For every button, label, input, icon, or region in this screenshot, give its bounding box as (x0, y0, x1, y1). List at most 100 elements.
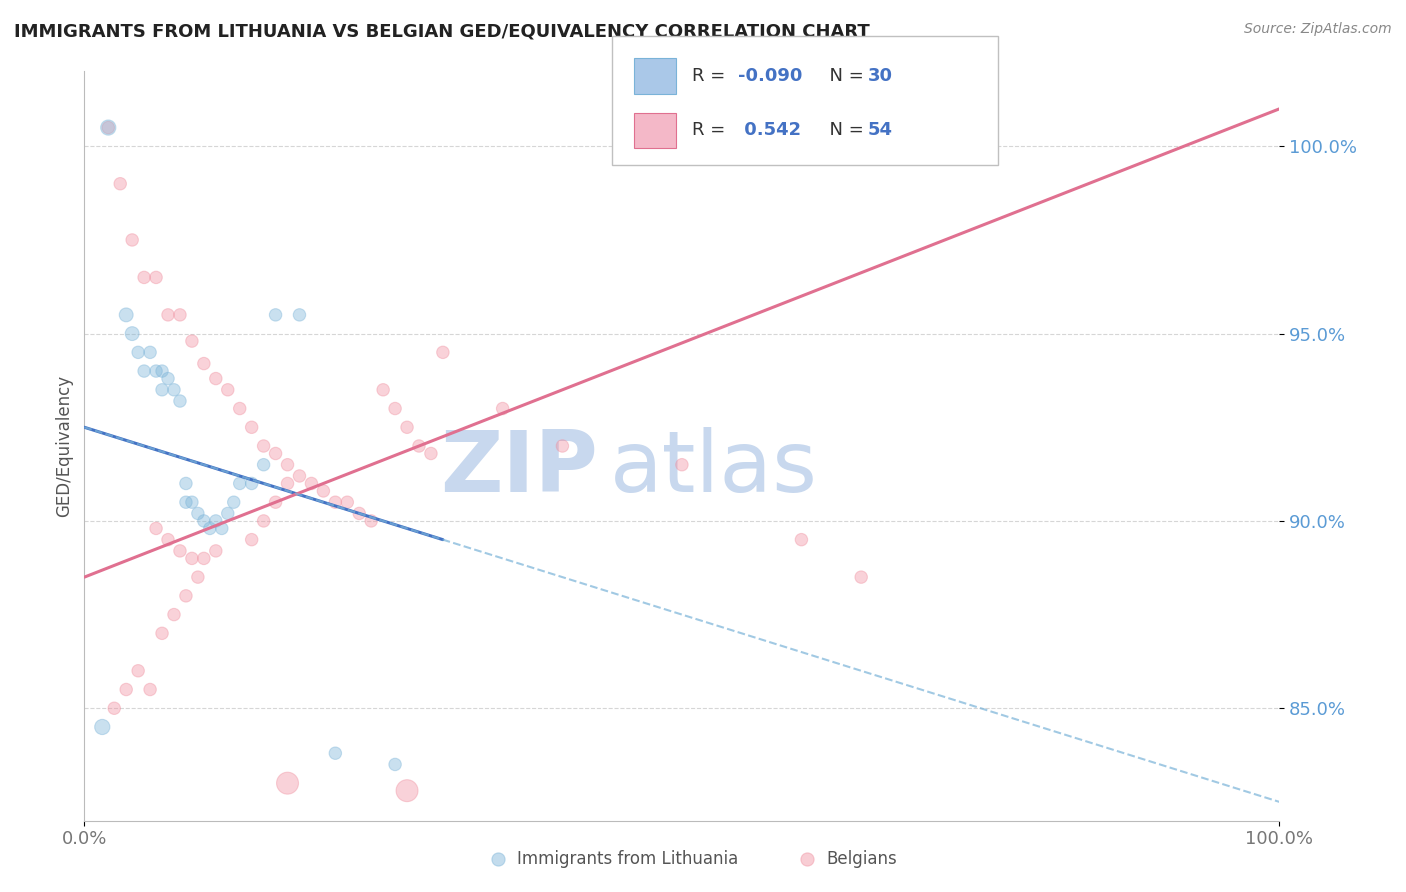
Point (229, 401, 252, 416)
Point (157, 308, 180, 322)
Point (205, 514, 228, 528)
Point (288, 308, 311, 322)
Point (336, 495, 359, 509)
Point (157, 371, 180, 385)
Point (187, 570, 209, 584)
Point (110, 177, 132, 191)
Point (264, 308, 287, 322)
Text: atlas: atlas (610, 427, 818, 510)
Point (396, 420, 419, 434)
Point (121, 233, 143, 247)
Point (384, 401, 406, 416)
Point (150, 626, 173, 640)
Text: R =: R = (692, 121, 731, 139)
Point (205, 544, 228, 558)
Point (396, 783, 419, 797)
Text: IMMIGRANTS FROM LITHUANIA VS BELGIAN GED/EQUIVALENCY CORRELATION CHART: IMMIGRANTS FROM LITHUANIA VS BELGIAN GED… (14, 22, 870, 40)
Point (217, 383, 239, 397)
Point (181, 334, 204, 348)
Point (91, 720, 114, 734)
Point (486, 851, 509, 865)
Point (205, 371, 228, 385)
Point (163, 607, 186, 622)
Point (432, 345, 454, 359)
Point (325, 495, 347, 509)
Text: 30: 30 (868, 67, 893, 86)
Point (408, 439, 430, 453)
Point (193, 357, 215, 371)
Point (157, 533, 180, 547)
Point (187, 507, 209, 521)
Point (264, 495, 287, 509)
Point (851, 570, 873, 584)
Point (193, 514, 215, 528)
Point (198, 521, 221, 535)
Point (174, 476, 197, 491)
Point (132, 364, 156, 378)
Point (360, 514, 382, 528)
Text: Belgians: Belgians (827, 850, 897, 868)
Point (253, 514, 276, 528)
Point (217, 507, 239, 521)
Point (349, 507, 371, 521)
Point (277, 458, 299, 472)
Point (312, 483, 335, 498)
Text: N =: N = (818, 67, 870, 86)
Point (325, 746, 347, 760)
Point (127, 345, 149, 359)
Point (139, 682, 162, 697)
Point (229, 476, 252, 491)
Point (150, 383, 173, 397)
Point (240, 533, 263, 547)
Point (181, 495, 204, 509)
Point (145, 270, 167, 285)
Text: Source: ZipAtlas.com: Source: ZipAtlas.com (1244, 22, 1392, 37)
Text: 54: 54 (868, 121, 893, 139)
Text: 0.542: 0.542 (738, 121, 801, 139)
Point (551, 439, 574, 453)
Point (253, 458, 276, 472)
Point (420, 446, 443, 460)
Point (240, 476, 263, 491)
Point (127, 664, 149, 678)
Text: R =: R = (692, 67, 731, 86)
Point (121, 326, 143, 341)
Point (181, 551, 204, 566)
Text: ZIP: ZIP (440, 427, 599, 510)
Point (384, 757, 406, 772)
Point (139, 345, 162, 359)
Text: N =: N = (818, 121, 870, 139)
Point (264, 446, 287, 460)
Point (301, 476, 323, 491)
Point (115, 308, 138, 322)
Point (222, 495, 245, 509)
Text: Immigrants from Lithuania: Immigrants from Lithuania (517, 850, 738, 868)
Point (103, 701, 125, 715)
Point (145, 521, 167, 535)
Point (115, 682, 138, 697)
Point (97, 120, 120, 135)
Text: -0.090: -0.090 (738, 67, 803, 86)
Point (132, 270, 156, 285)
Point (288, 469, 311, 483)
Point (796, 851, 818, 865)
Point (277, 476, 299, 491)
Point (169, 394, 191, 409)
Point (169, 308, 191, 322)
Point (277, 776, 299, 790)
Point (193, 551, 215, 566)
Point (169, 544, 191, 558)
Point (373, 383, 395, 397)
Point (150, 364, 173, 378)
Point (163, 383, 186, 397)
Point (174, 495, 197, 509)
Point (145, 364, 167, 378)
Point (174, 589, 197, 603)
Point (211, 521, 233, 535)
Point (253, 439, 276, 453)
Point (97, 120, 120, 135)
Point (790, 533, 813, 547)
Y-axis label: GED/Equivalency: GED/Equivalency (55, 375, 73, 517)
Point (492, 401, 515, 416)
Point (671, 458, 693, 472)
